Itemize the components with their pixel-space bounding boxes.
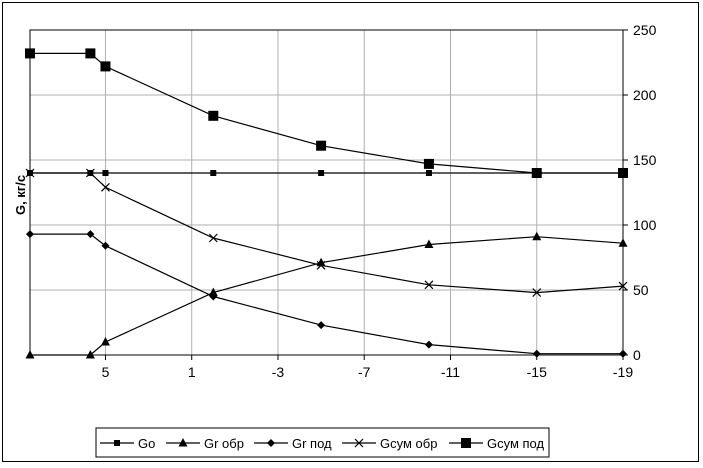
data-point [532, 231, 542, 241]
series-layer [25, 48, 628, 359]
legend-label: Gсум обр [380, 436, 437, 451]
data-point [618, 168, 628, 178]
legend-marker [461, 438, 471, 448]
data-point [619, 349, 627, 358]
y-tick-label: 100 [633, 217, 657, 233]
plot-area [29, 29, 624, 356]
x-tick-label: 5 [102, 364, 110, 380]
y-axis-label: G, кг/с [13, 175, 28, 215]
y-tick-label: 0 [633, 347, 641, 363]
x-tick-label: -19 [613, 364, 633, 380]
data-point [317, 321, 326, 330]
x-tick-label: -15 [527, 364, 547, 380]
data-point [209, 292, 218, 301]
series-3 [25, 168, 628, 298]
data-point [618, 281, 628, 291]
legend-label: Gr обр [204, 436, 244, 451]
data-point [424, 239, 434, 248]
data-point [424, 280, 434, 290]
data-point [26, 230, 34, 239]
x-tick-label: -7 [358, 364, 371, 380]
chart-frame: 0 50 100 150 200 250 5 1 -3 -7 -11 -15 -19 G, кг/с … [2, 2, 699, 462]
legend-marker [354, 438, 364, 448]
data-point [618, 238, 628, 247]
y-tick-label: 250 [633, 22, 657, 38]
legend-label: Go [138, 436, 155, 451]
data-point [85, 350, 95, 359]
data-point [25, 350, 35, 359]
data-point [318, 170, 325, 176]
legend: Go Gr обр Gr под Gсум обр Gсум под [95, 427, 550, 458]
x-tick-label: -3 [272, 364, 285, 380]
data-point [25, 48, 35, 59]
legend-label: Gсум под [487, 436, 544, 451]
data-point [208, 287, 218, 297]
data-point [425, 170, 432, 176]
series-2 [26, 230, 627, 358]
data-point [423, 158, 434, 169]
data-point [100, 337, 110, 346]
legend-item: Go [100, 436, 155, 451]
data-point [25, 168, 35, 178]
data-point [85, 48, 96, 59]
legend-item: Gr обр [166, 436, 244, 451]
data-point [100, 61, 111, 72]
legend-item: Gr под [254, 436, 332, 451]
legend-marker [178, 438, 188, 447]
legend-item: Gсум обр [342, 436, 437, 451]
series-line [30, 52, 623, 174]
series-line [30, 236, 624, 356]
grid-lines [30, 29, 624, 356]
data-point [532, 349, 541, 358]
x-axis-ticks: 5 1 -3 -7 -11 -15 -19 [102, 355, 633, 380]
data-point [102, 170, 109, 176]
x-tick-label: 1 [188, 364, 196, 380]
y-tick-label: 200 [633, 87, 657, 103]
data-point [531, 168, 542, 178]
data-point [86, 230, 95, 239]
data-point [316, 140, 327, 151]
y-tick-label: 50 [633, 282, 649, 298]
series-line [30, 233, 623, 355]
data-point [208, 110, 219, 121]
legend-label: Gr под [292, 436, 332, 451]
data-point [424, 340, 433, 349]
data-point [532, 288, 542, 298]
x-tick-label: -11 [441, 364, 460, 380]
data-point [316, 257, 326, 267]
series-line [30, 172, 624, 294]
legend-marker [267, 439, 275, 447]
data-point [101, 241, 110, 250]
data-point [208, 233, 218, 243]
data-point [85, 168, 95, 178]
y-axis-ticks: 0 50 100 150 200 250 [623, 22, 657, 363]
series-1 [25, 231, 628, 359]
legend-item: Gсум под [449, 436, 544, 451]
data-point [101, 182, 110, 192]
data-point [210, 170, 217, 176]
series-4 [25, 48, 628, 178]
y-tick-label: 150 [633, 152, 657, 168]
data-point [316, 260, 326, 270]
legend-marker [114, 440, 120, 446]
